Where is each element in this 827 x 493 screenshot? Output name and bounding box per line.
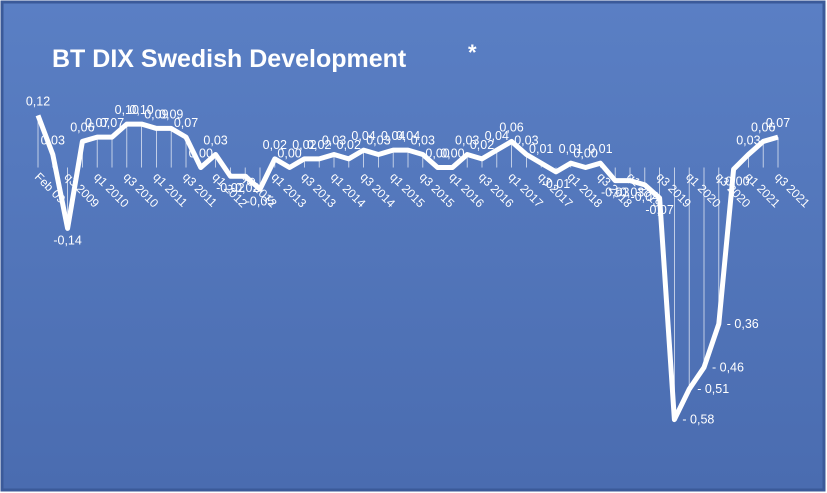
data-label: 0,04 bbox=[396, 129, 420, 143]
data-label: 0,03 bbox=[514, 133, 538, 147]
annotation: * bbox=[468, 40, 477, 65]
data-label: -0,05 bbox=[246, 194, 275, 208]
data-label: -0,03 bbox=[601, 186, 630, 200]
data-label: 0,00 bbox=[425, 147, 449, 161]
data-label: -0,07 bbox=[645, 203, 674, 217]
data-label: 0,02 bbox=[263, 138, 287, 152]
data-label: 0,02 bbox=[307, 138, 331, 152]
data-label: - 0,00 bbox=[718, 174, 750, 188]
data-label: - 0,51 bbox=[697, 382, 729, 396]
data-label: 0,02 bbox=[470, 138, 494, 152]
data-label: 0,00 bbox=[277, 147, 301, 161]
data-label: 0,07 bbox=[100, 116, 124, 130]
data-label: 0,00 bbox=[189, 147, 213, 161]
data-label: 0,02 bbox=[337, 138, 361, 152]
data-label: -0,14 bbox=[53, 233, 82, 247]
data-label: 0,03 bbox=[455, 133, 479, 147]
data-label: 0,01 bbox=[559, 142, 583, 156]
data-label: -0,02 bbox=[216, 181, 245, 195]
data-label: 0,03 bbox=[736, 133, 760, 147]
data-label: 0,01 bbox=[588, 142, 612, 156]
data-label: -0,01 bbox=[542, 177, 571, 191]
data-label: 0,03 bbox=[366, 133, 390, 147]
data-label: 0,00 bbox=[440, 147, 464, 161]
data-label: 0,07 bbox=[766, 116, 790, 130]
data-label: 0,03 bbox=[322, 133, 346, 147]
data-label: 0,00 bbox=[573, 147, 597, 161]
data-label: 0,04 bbox=[381, 129, 405, 143]
data-label: -0,02 bbox=[231, 181, 260, 195]
data-label: - 0,46 bbox=[712, 360, 744, 374]
chart-title: BT DIX Swedish Development bbox=[52, 45, 407, 73]
data-label: 0,10 bbox=[129, 103, 153, 117]
data-label: 0,04 bbox=[485, 129, 509, 143]
data-label: 0,07 bbox=[174, 116, 198, 130]
data-line bbox=[35, 114, 779, 423]
data-label: 0,09 bbox=[144, 107, 168, 121]
data-label: 0,10 bbox=[115, 103, 139, 117]
data-label: 0,06 bbox=[499, 120, 523, 134]
data-label: 0,06 bbox=[70, 120, 94, 134]
data-label: 0,12 bbox=[26, 94, 50, 108]
data-label: 0,04 bbox=[351, 129, 375, 143]
data-label: 0,07 bbox=[85, 116, 109, 130]
data-label: 0,06 bbox=[751, 120, 775, 134]
data-label: 0,09 bbox=[159, 107, 183, 121]
data-label: - 0,36 bbox=[727, 317, 759, 331]
data-label: 0,03 bbox=[411, 133, 435, 147]
data-label: - 0,58 bbox=[682, 413, 714, 427]
data-label: -0,04 bbox=[631, 190, 660, 204]
data-label: 0,03 bbox=[41, 133, 65, 147]
data-label: 0,01 bbox=[529, 142, 553, 156]
data-label: -0,03 bbox=[616, 186, 645, 200]
data-label: 0,02 bbox=[292, 138, 316, 152]
data-label: 0,03 bbox=[203, 133, 227, 147]
